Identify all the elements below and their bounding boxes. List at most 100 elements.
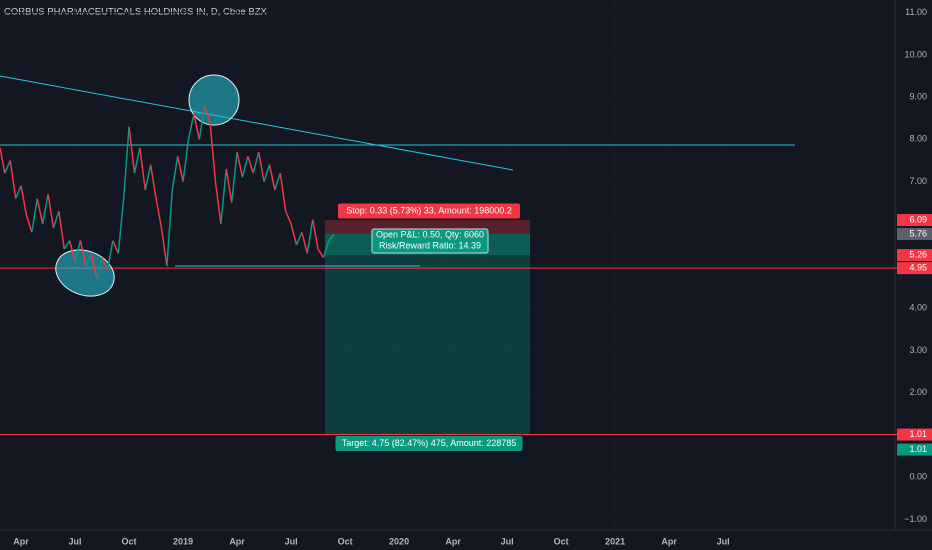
chart-title: CORBUS PHARMACEUTICALS HOLDINGS IN, D, C…	[4, 7, 268, 18]
price-segment	[236, 151, 244, 178]
x-tick-label: Jul	[501, 536, 514, 546]
price-segment	[47, 194, 55, 229]
price-segment	[139, 147, 147, 191]
price-label: 1.01	[909, 429, 927, 439]
price-segment	[306, 219, 314, 254]
price-label-box	[897, 428, 932, 441]
price-segment	[182, 139, 190, 182]
highlight-circle	[188, 74, 240, 126]
price-segment	[68, 240, 76, 263]
price-segment	[274, 172, 281, 191]
target-label-box	[335, 436, 523, 452]
price-segment	[198, 105, 206, 140]
price-segment	[4, 160, 11, 174]
price-segment	[247, 156, 254, 174]
price-segment	[166, 189, 174, 267]
price-segment	[160, 227, 168, 267]
price-segment	[295, 231, 303, 246]
price-segment	[122, 126, 130, 199]
price-segment	[90, 253, 98, 279]
price-segment	[220, 168, 228, 224]
price-segment	[203, 105, 211, 123]
price-segment	[284, 210, 292, 225]
y-tick-label: 0.00	[909, 472, 927, 482]
price-segment	[290, 223, 298, 246]
price-segment	[63, 240, 71, 250]
x-tick-label: Jul	[69, 536, 82, 546]
y-tick-label: 11.00	[905, 7, 927, 17]
price-segment	[230, 151, 238, 203]
price-segment	[257, 151, 265, 182]
price-segment	[279, 173, 287, 212]
y-tick-label: 3.00	[909, 345, 927, 355]
price-segment	[106, 240, 114, 271]
y-tick-label: −1.00	[904, 514, 927, 524]
price-label: 1.01	[909, 444, 927, 454]
x-tick-label: 2021	[605, 536, 625, 546]
price-label-box	[897, 262, 932, 275]
price-segment	[311, 219, 319, 250]
trend-line	[0, 75, 514, 171]
price-segment	[322, 240, 330, 258]
target-label-text: Target: 4.75 (82.47%) 475, Amount: 22878…	[342, 438, 517, 448]
y-tick-label: 4.00	[909, 303, 927, 313]
price-segment	[0, 147, 6, 174]
price-segment	[52, 210, 60, 229]
price-segment	[112, 240, 119, 254]
price-label-box	[897, 214, 932, 227]
price-segment	[101, 257, 109, 271]
stop-label-text: Stop: 0.33 (5.73%) 33, Amount: 198000.2	[346, 205, 512, 215]
price-segment	[171, 156, 179, 191]
price-segment	[85, 253, 92, 267]
price-segment	[9, 160, 17, 199]
y-tick-label: 10.00	[904, 49, 927, 59]
y-tick-label: 7.00	[909, 176, 927, 186]
price-segment	[25, 215, 33, 233]
price-segment	[176, 156, 184, 182]
x-tick-label: Apr	[229, 536, 245, 546]
pnl-label-text: Open P&L: 0.50, Qty: 6060	[376, 229, 484, 239]
x-tick-label: Oct	[122, 536, 137, 546]
x-tick-label: 2020	[389, 536, 409, 546]
price-segment	[79, 240, 87, 267]
price-segment	[36, 198, 44, 224]
pnl-label-text: Risk/Reward Ratio: 14.39	[379, 240, 481, 250]
x-tick-label: 2019	[173, 536, 193, 546]
y-tick-label: 8.00	[909, 134, 927, 144]
price-segment	[241, 156, 249, 178]
price-segment	[155, 198, 163, 229]
price-segment	[214, 181, 222, 224]
price-segment	[95, 257, 103, 279]
price-label-box	[897, 249, 932, 262]
price-label-box	[897, 443, 932, 456]
price-segment	[328, 233, 335, 242]
price-label: 6.09	[909, 214, 927, 224]
price-label: 5.76	[909, 228, 927, 238]
price-label-box	[897, 227, 932, 240]
x-tick-label: Apr	[661, 536, 677, 546]
price-segment	[187, 113, 195, 140]
price-segment	[209, 122, 217, 182]
price-segment	[225, 168, 233, 203]
price-segment	[144, 164, 152, 191]
price-segment	[74, 240, 82, 263]
price-segment	[263, 164, 271, 182]
y-tick-label: 9.00	[909, 92, 927, 102]
price-label: 5.26	[909, 249, 927, 259]
price-segment	[252, 151, 260, 174]
price-segment	[301, 232, 309, 254]
price-segment	[31, 198, 39, 233]
price-segment	[149, 164, 157, 199]
price-segment	[133, 147, 141, 174]
price-segment	[317, 248, 325, 259]
price-segment	[58, 211, 66, 250]
x-tick-label: Jul	[717, 536, 730, 546]
y-tick-label: 2.00	[909, 387, 927, 397]
stop-label-box	[338, 203, 520, 219]
highlight-circle	[55, 249, 115, 297]
price-segment	[117, 198, 125, 254]
target-zone	[325, 233, 530, 435]
